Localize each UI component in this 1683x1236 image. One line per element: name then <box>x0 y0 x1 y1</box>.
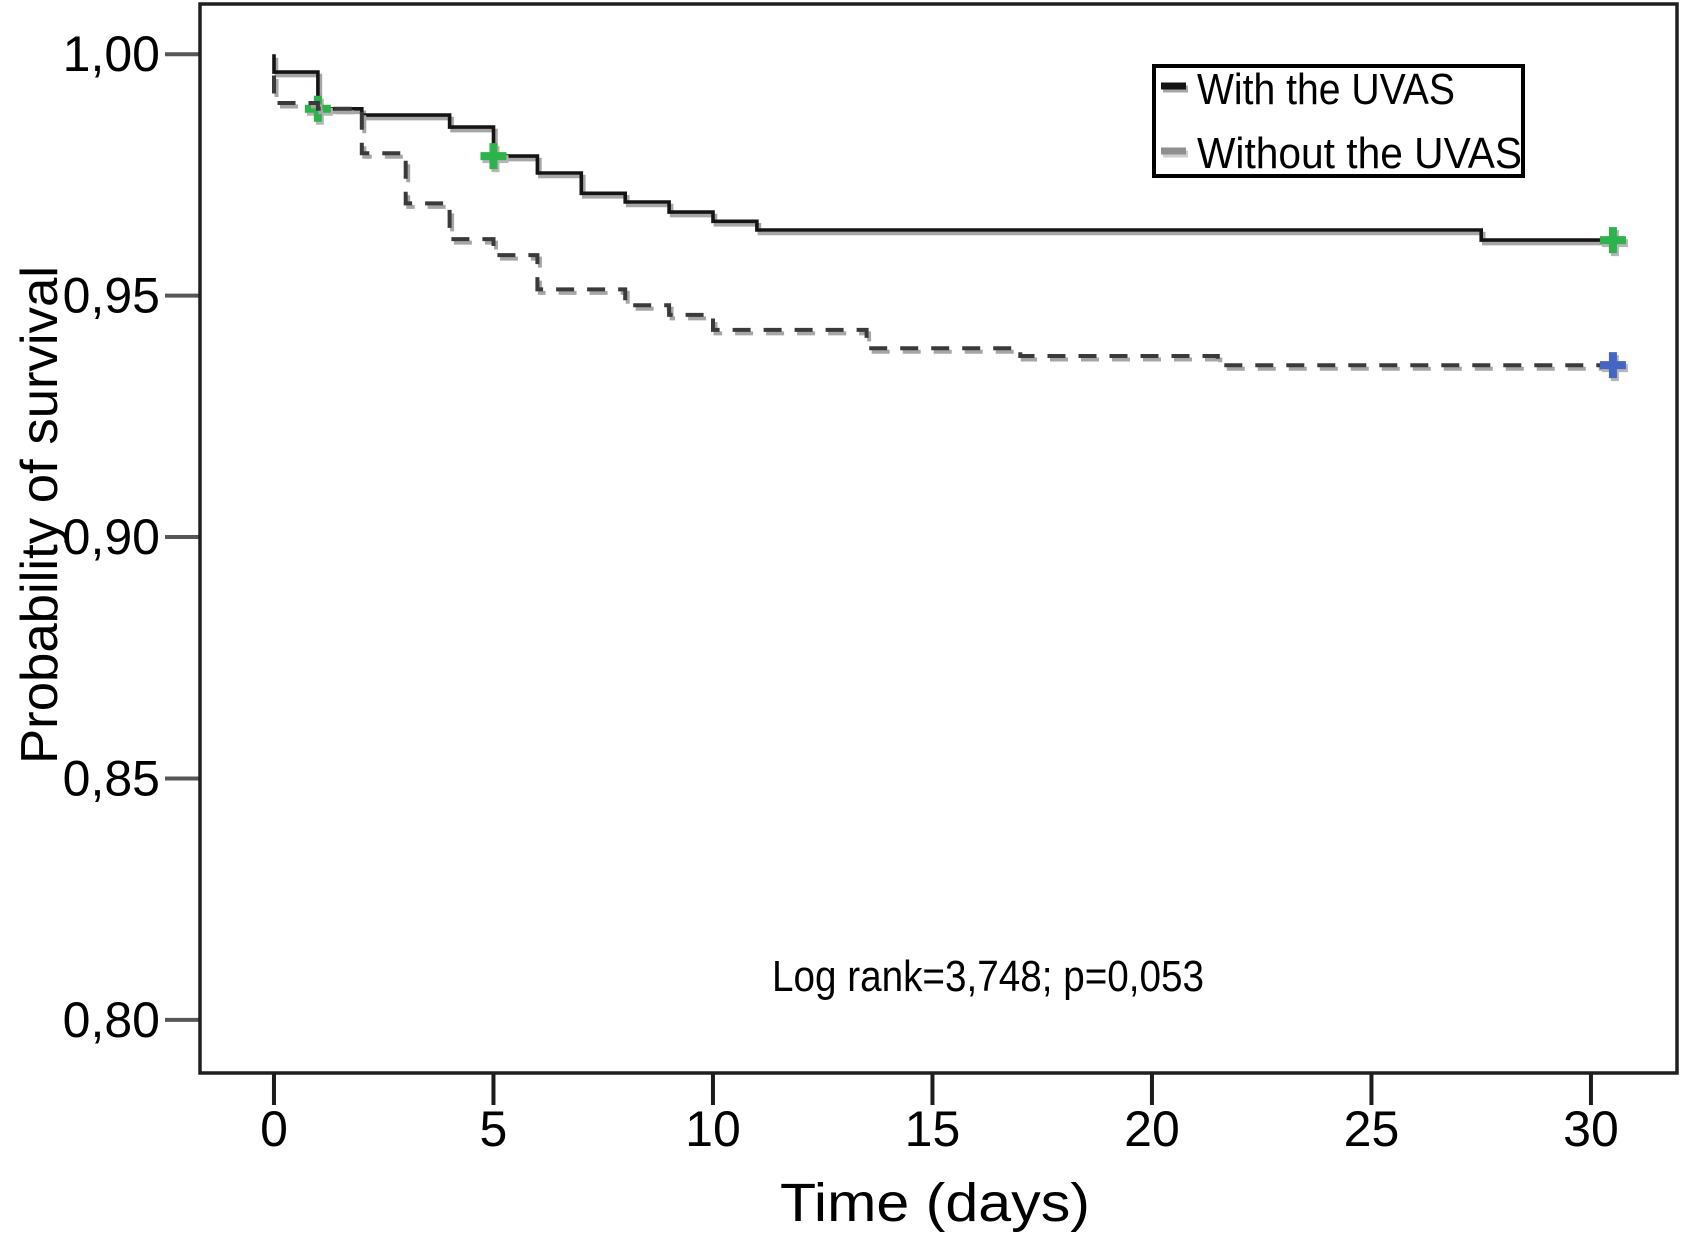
series-line-with-the-uvas <box>272 54 1622 242</box>
y-axis-title: Probability of survival <box>11 266 69 764</box>
x-axis-title: Time (days) <box>780 1173 1090 1233</box>
legend-label-without-the-uvas: Without the UVAS <box>1197 129 1522 178</box>
censor-mark-with-the-uvas <box>480 143 507 170</box>
log-rank-annotation: Log rank=3,748; p=0,053 <box>772 952 1204 1001</box>
x-tick-label: 30 <box>1563 1101 1619 1157</box>
x-tick-label: 20 <box>1124 1101 1180 1157</box>
series-with-the-uvas <box>272 54 1628 257</box>
legend-entry-without-the-uvas: Without the UVAS <box>1161 129 1522 178</box>
series-line-without-the-uvas <box>272 75 1622 368</box>
plot-border <box>198 2 1679 1075</box>
legend-box <box>1152 64 1525 178</box>
x-tick-label: 5 <box>480 1101 508 1157</box>
series-without-the-uvas <box>272 75 1628 382</box>
y-tick-label: 0,90 <box>63 509 160 565</box>
series-layer <box>272 54 1628 382</box>
series-line-shadow <box>274 79 1625 371</box>
legend-label-with-the-uvas: With the UVAS <box>1197 65 1455 114</box>
legend-entry-with-the-uvas: With the UVAS <box>1161 65 1455 114</box>
y-tick-label: 0,95 <box>63 268 160 324</box>
x-tick-label: 0 <box>260 1101 288 1157</box>
series-line-shadow <box>274 57 1625 246</box>
x-tick-label: 25 <box>1344 1101 1400 1157</box>
y-tick-label: 0,85 <box>63 750 160 806</box>
y-axis-ticks: 1,00 0,95 0,90 0,85 0,80 <box>63 26 200 1048</box>
legend: With the UVAS Without the UVAS <box>1152 64 1525 178</box>
x-tick-label: 10 <box>685 1101 741 1157</box>
x-tick-label: 15 <box>905 1101 961 1157</box>
censor-mark-without-the-uvas <box>1599 352 1626 379</box>
y-tick-label: 0,80 <box>63 992 160 1048</box>
censor-mark-with-the-uvas <box>1599 227 1626 254</box>
y-tick-label: 1,00 <box>63 26 160 82</box>
x-axis-ticks: 0 5 10 15 20 25 30 <box>260 1073 1619 1157</box>
